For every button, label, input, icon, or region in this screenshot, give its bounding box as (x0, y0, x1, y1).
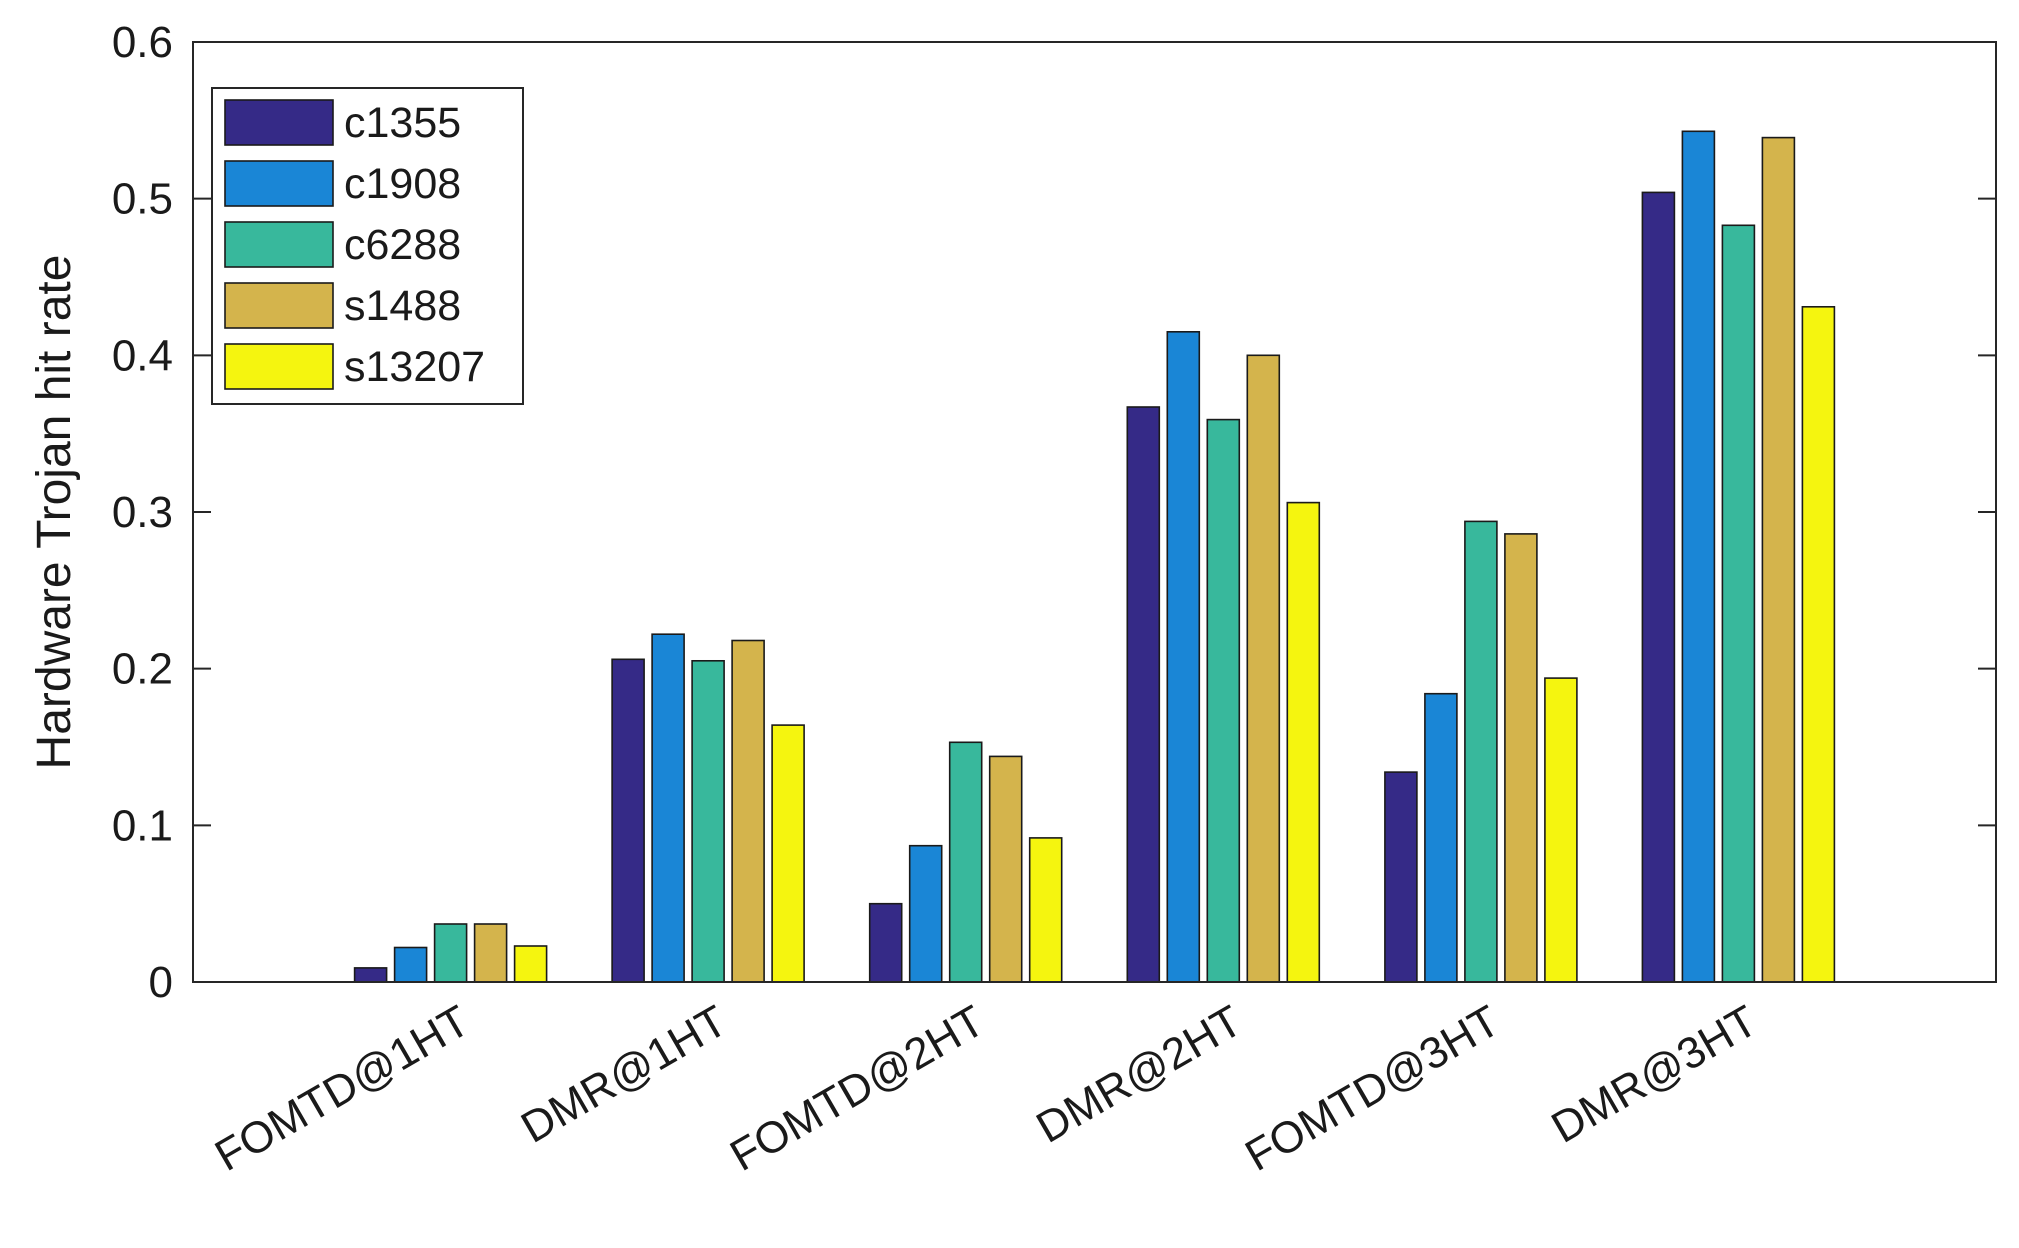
x-category-label: FOMTD@3HT (1237, 996, 1508, 1181)
legend-label-c1908: c1908 (344, 160, 461, 208)
bar-s1488-FOMTD@3HT (1504, 533, 1538, 983)
bar-c1355-FOMTD@3HT (1384, 771, 1418, 983)
bars-layer (353, 130, 1836, 983)
legend-swatch-c1355 (224, 99, 334, 146)
bar-c6288-FOMTD@1HT (433, 923, 468, 983)
x-category-label: FOMTD@1HT (207, 996, 478, 1181)
bar-c1908-FOMTD@1HT (393, 946, 428, 983)
legend-swatch-s13207 (224, 343, 334, 390)
y-axis-ticks: 0 0.1 0.2 0.3 0.4 0.5 0.6 (112, 18, 1996, 1007)
bar-s1488-DMR@1HT (731, 639, 765, 983)
x-category-label: DMR@3HT (1543, 996, 1765, 1152)
bar-s1488-FOMTD@1HT (473, 923, 508, 983)
bar-c6288-FOMTD@3HT (1464, 520, 1498, 983)
bar-c1908-DMR@1HT (651, 633, 685, 983)
bar-s13207-FOMTD@2HT (1028, 837, 1063, 983)
bar-c6288-DMR@2HT (1206, 418, 1241, 983)
legend-swatch-s1488 (224, 282, 334, 329)
x-category-label: DMR@2HT (1028, 996, 1250, 1152)
bar-c1355-FOMTD@2HT (868, 902, 903, 983)
y-tick-label: 0.1 (112, 801, 173, 850)
y-axis-label: Hardware Trojan hit rate (28, 255, 81, 770)
y-tick-label: 0 (149, 958, 173, 1007)
x-category-label: FOMTD@2HT (722, 996, 993, 1181)
legend-swatch-c1908 (224, 160, 334, 207)
legend-label-s1488: s1488 (344, 282, 461, 330)
bar-c1355-FOMTD@1HT (353, 967, 388, 983)
bar-s1488-DMR@2HT (1246, 354, 1281, 983)
legend-label-c6288: c6288 (344, 221, 461, 269)
bar-c1355-DMR@1HT (611, 658, 645, 983)
bar-c1908-FOMTD@2HT (908, 844, 943, 983)
y-tick-label: 0.6 (112, 18, 173, 67)
bar-s13207-DMR@2HT (1286, 501, 1321, 983)
y-tick-label: 0.3 (112, 488, 173, 537)
legend-items: c1355 c1908 c6288 s1488 s13207 (224, 99, 485, 391)
bar-s13207-FOMTD@3HT (1544, 677, 1578, 983)
bar-c1908-FOMTD@3HT (1424, 692, 1458, 983)
bar-s13207-FOMTD@1HT (513, 945, 548, 983)
bar-c1355-DMR@2HT (1126, 406, 1161, 983)
legend-label-c1355: c1355 (344, 99, 461, 147)
bar-c1355-DMR@3HT (1641, 191, 1676, 983)
legend-label-s13207: s13207 (344, 343, 485, 391)
y-tick-label: 0.5 (112, 175, 173, 224)
x-category-label: DMR@1HT (513, 996, 735, 1152)
bar-s13207-DMR@1HT (771, 724, 805, 983)
bar-s1488-FOMTD@2HT (988, 755, 1023, 983)
legend: c1355 c1908 c6288 s1488 s13207 (211, 87, 524, 405)
bar-c1908-DMR@2HT (1166, 330, 1201, 983)
bar-s13207-DMR@3HT (1801, 305, 1836, 983)
bar-c1908-DMR@3HT (1681, 130, 1716, 983)
y-tick-label: 0.4 (112, 331, 173, 380)
bar-s1488-DMR@3HT (1761, 136, 1796, 983)
bar-c6288-DMR@3HT (1721, 224, 1756, 983)
legend-swatch-c6288 (224, 221, 334, 268)
y-tick-label: 0.2 (112, 645, 173, 694)
bar-c6288-DMR@1HT (691, 659, 725, 983)
bar-c6288-FOMTD@2HT (948, 741, 983, 983)
